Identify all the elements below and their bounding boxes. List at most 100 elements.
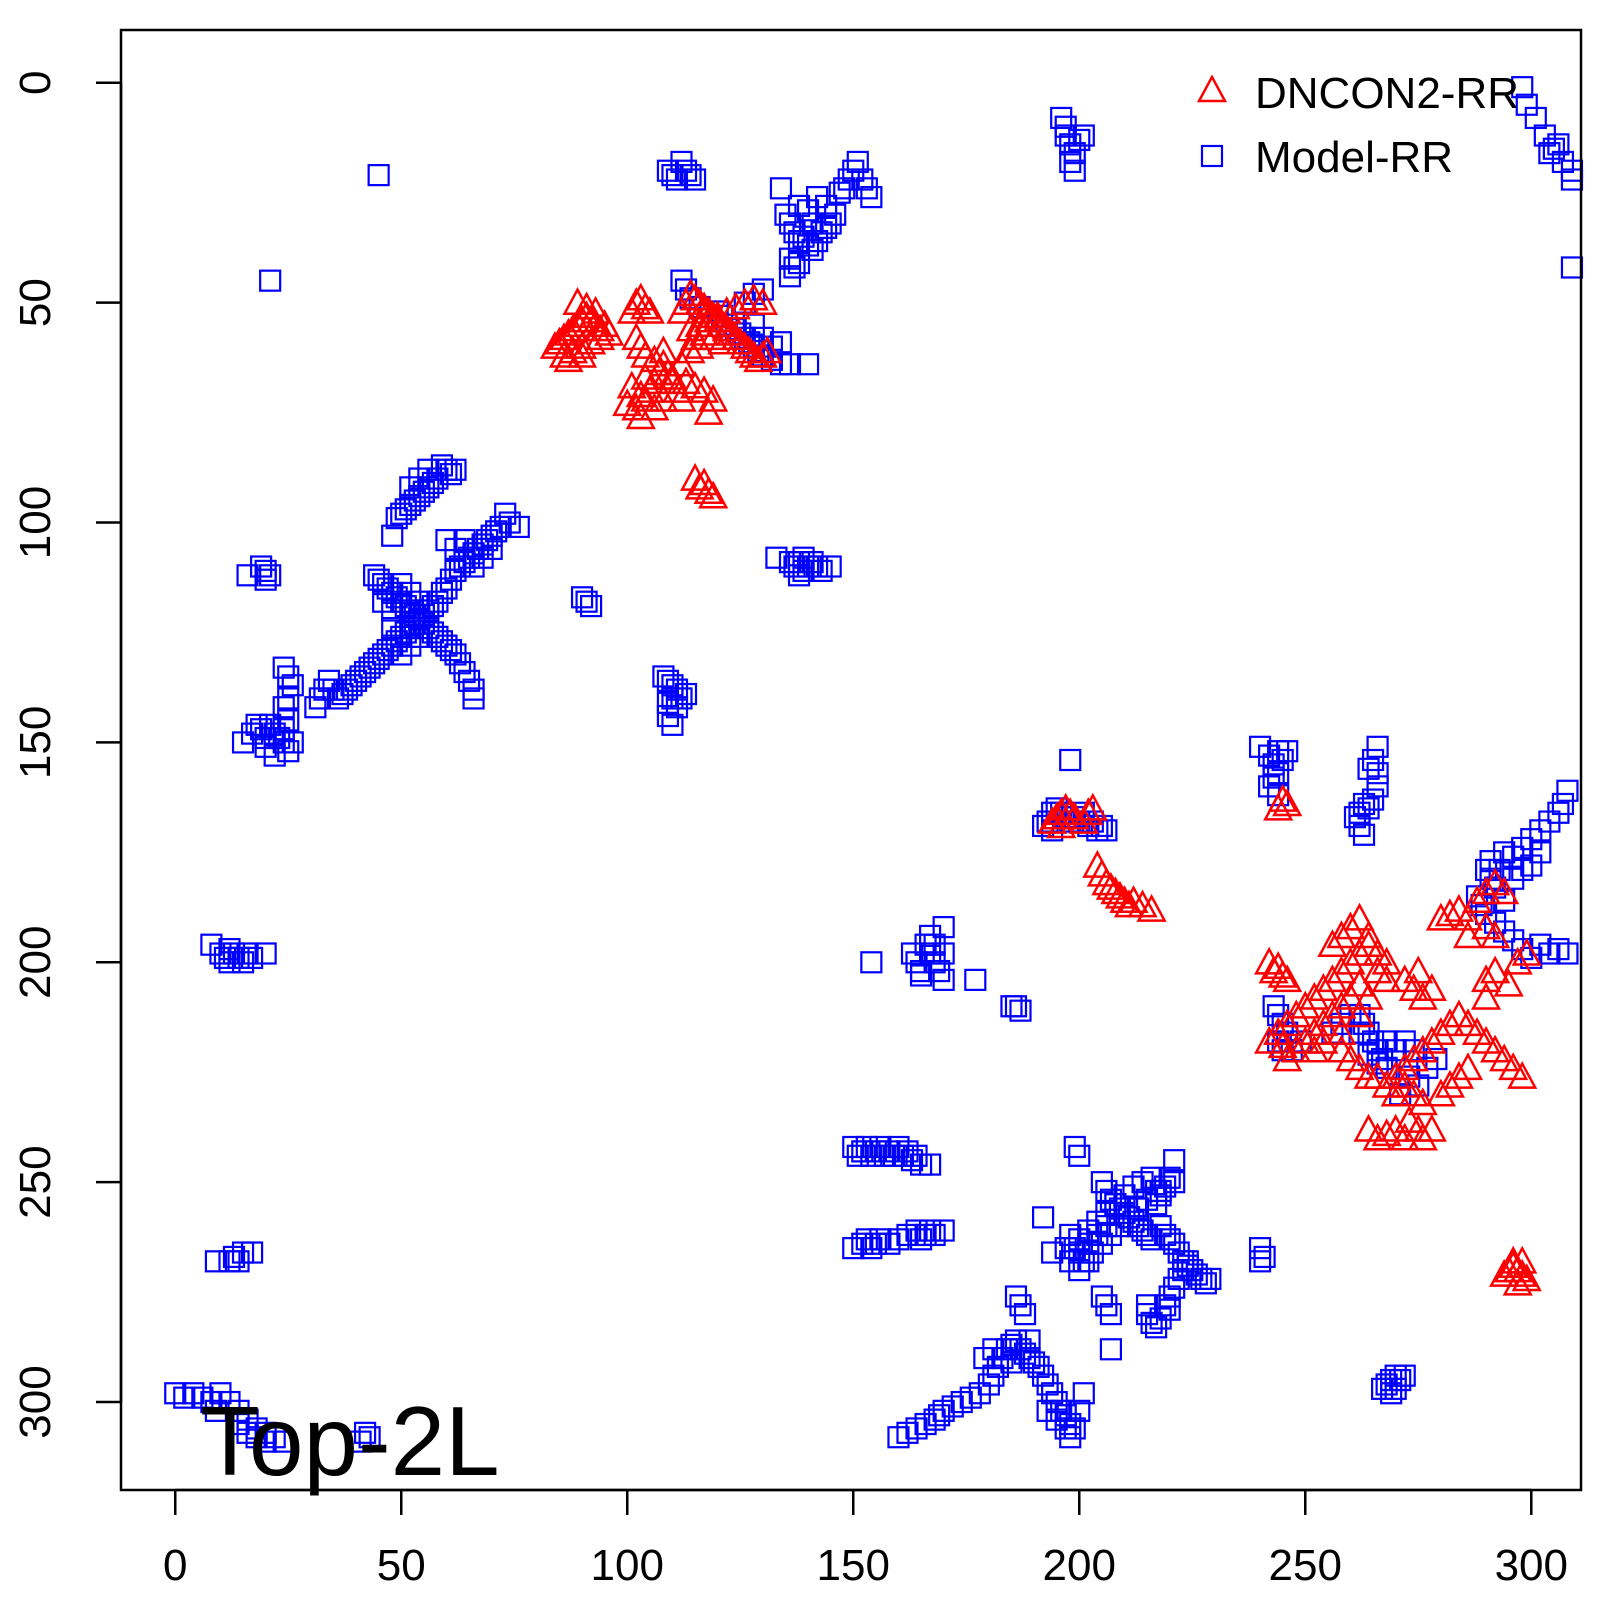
triangle-point [1493,968,1524,997]
square-point [1538,142,1561,165]
square-point [860,186,883,209]
square-point [1135,1223,1159,1247]
square-point [1556,942,1579,965]
square-point [272,1430,295,1453]
square-point [855,177,878,200]
triangle-point [1416,973,1447,1001]
square-point [304,696,327,719]
square-point [679,164,702,187]
square-point [462,687,485,710]
square-point [1072,124,1095,147]
square-point [408,625,431,648]
triangle-point [580,295,611,324]
triangle-point [634,295,665,324]
triangle-point [1308,973,1339,1001]
square-point [805,555,829,578]
triangle-point [1470,964,1502,993]
square-point [245,713,268,736]
triangle-point [1267,1030,1298,1059]
square-point [281,674,304,697]
triangle-point [1416,1025,1447,1054]
square-point [1371,1047,1394,1071]
triangle-point [1443,1060,1475,1089]
triangle-point [1299,981,1330,1010]
square-point [928,959,951,983]
triangle-point [621,287,652,315]
square-point [1262,766,1285,789]
triangle-point [625,379,656,408]
triangle-point [1407,1122,1438,1151]
square-point [1018,1329,1041,1352]
square-point [1361,748,1385,772]
annotation-label: Top-2L [200,1386,500,1496]
triangle-point [688,317,720,346]
square-point [281,731,304,754]
triangle-point [1136,893,1167,922]
square-point [390,502,413,525]
triangle-point [729,287,760,315]
square-point [973,1346,996,1370]
square-point [272,696,295,719]
triangle-point [1380,1078,1411,1107]
triangle-point [1511,937,1542,966]
square-point [417,458,440,481]
square-point [1041,1241,1064,1264]
square-point [674,682,698,706]
square-point [1059,748,1082,772]
triangle-point [1434,898,1466,927]
triangle-point [1118,885,1149,914]
square-point [1493,889,1516,912]
triangle-point [1272,1008,1303,1037]
triangle-point [1326,955,1357,984]
square-point [254,568,277,591]
triangle-point [1452,1052,1484,1081]
square-point [1366,735,1389,758]
y-tick-label: 100 [11,486,60,559]
square-point [819,212,842,235]
square-point [439,463,463,486]
square-point [1050,106,1073,130]
square-point [656,691,680,714]
triangle-point [1344,999,1375,1028]
square-point [656,704,680,728]
triangle-point [1371,964,1402,993]
triangle-point [1398,1043,1429,1072]
square-point [1054,115,1077,138]
x-tick-label: 250 [1269,1541,1342,1590]
square-point [778,353,802,376]
square-point [860,951,883,974]
square-point [1352,823,1376,846]
square-point [417,599,440,622]
square-point [453,529,476,552]
square-point [575,590,598,613]
y-axis: 0 50 100 150 200 250 300 [11,71,123,1439]
square-point [480,537,503,561]
triangle-point [1299,1034,1330,1063]
square-point [579,594,603,618]
square-point [661,713,684,736]
y-tick-label: 150 [11,706,60,779]
square-point [457,669,481,692]
triangle-point [1272,964,1303,993]
square-point [765,546,788,569]
square-point [1145,1316,1168,1339]
triangle-point [1425,1017,1456,1045]
x-tick-label: 300 [1495,1541,1568,1590]
triangle-point [571,291,602,320]
square-point [1013,1302,1037,1326]
triangle-point [585,322,616,351]
triangle-point [1407,981,1438,1010]
legend: DNCON2-RR Model-RR [1196,69,1519,182]
square-point [1036,1399,1059,1422]
square-point [1059,150,1082,174]
square-point [1551,792,1575,816]
square-point [801,212,824,235]
square-point [778,265,802,288]
triangle-point [1326,920,1357,949]
square-point [1095,1215,1118,1238]
square-point [240,722,264,745]
triangle-point [1502,946,1533,975]
triangle-point [743,344,774,373]
square-point [358,1426,381,1449]
